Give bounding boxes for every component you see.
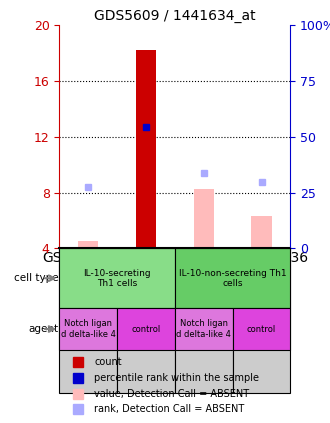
FancyBboxPatch shape <box>175 248 290 308</box>
Text: count: count <box>94 357 122 367</box>
FancyBboxPatch shape <box>59 248 117 393</box>
Bar <box>251 217 272 248</box>
FancyBboxPatch shape <box>59 248 175 308</box>
FancyBboxPatch shape <box>233 308 290 350</box>
Bar <box>194 189 214 248</box>
Text: IL-10-secreting
Th1 cells: IL-10-secreting Th1 cells <box>83 269 151 288</box>
Text: Notch ligan
d delta-like 4: Notch ligan d delta-like 4 <box>61 319 116 339</box>
FancyBboxPatch shape <box>175 308 233 350</box>
Text: Notch ligan
d delta-like 4: Notch ligan d delta-like 4 <box>176 319 231 339</box>
Bar <box>78 242 98 248</box>
Text: agent: agent <box>28 324 58 334</box>
Text: rank, Detection Call = ABSENT: rank, Detection Call = ABSENT <box>94 404 244 415</box>
FancyBboxPatch shape <box>117 308 175 350</box>
Bar <box>136 50 156 248</box>
FancyBboxPatch shape <box>117 248 175 393</box>
Text: value, Detection Call = ABSENT: value, Detection Call = ABSENT <box>94 389 249 399</box>
Text: percentile rank within the sample: percentile rank within the sample <box>94 373 259 383</box>
FancyBboxPatch shape <box>175 248 233 393</box>
Text: cell type: cell type <box>14 273 58 283</box>
Title: GDS5609 / 1441634_at: GDS5609 / 1441634_at <box>94 9 256 23</box>
Text: control: control <box>247 324 276 333</box>
FancyBboxPatch shape <box>233 248 290 393</box>
FancyBboxPatch shape <box>59 308 117 350</box>
Text: IL-10-non-secreting Th1
cells: IL-10-non-secreting Th1 cells <box>179 269 286 288</box>
Text: control: control <box>131 324 161 333</box>
